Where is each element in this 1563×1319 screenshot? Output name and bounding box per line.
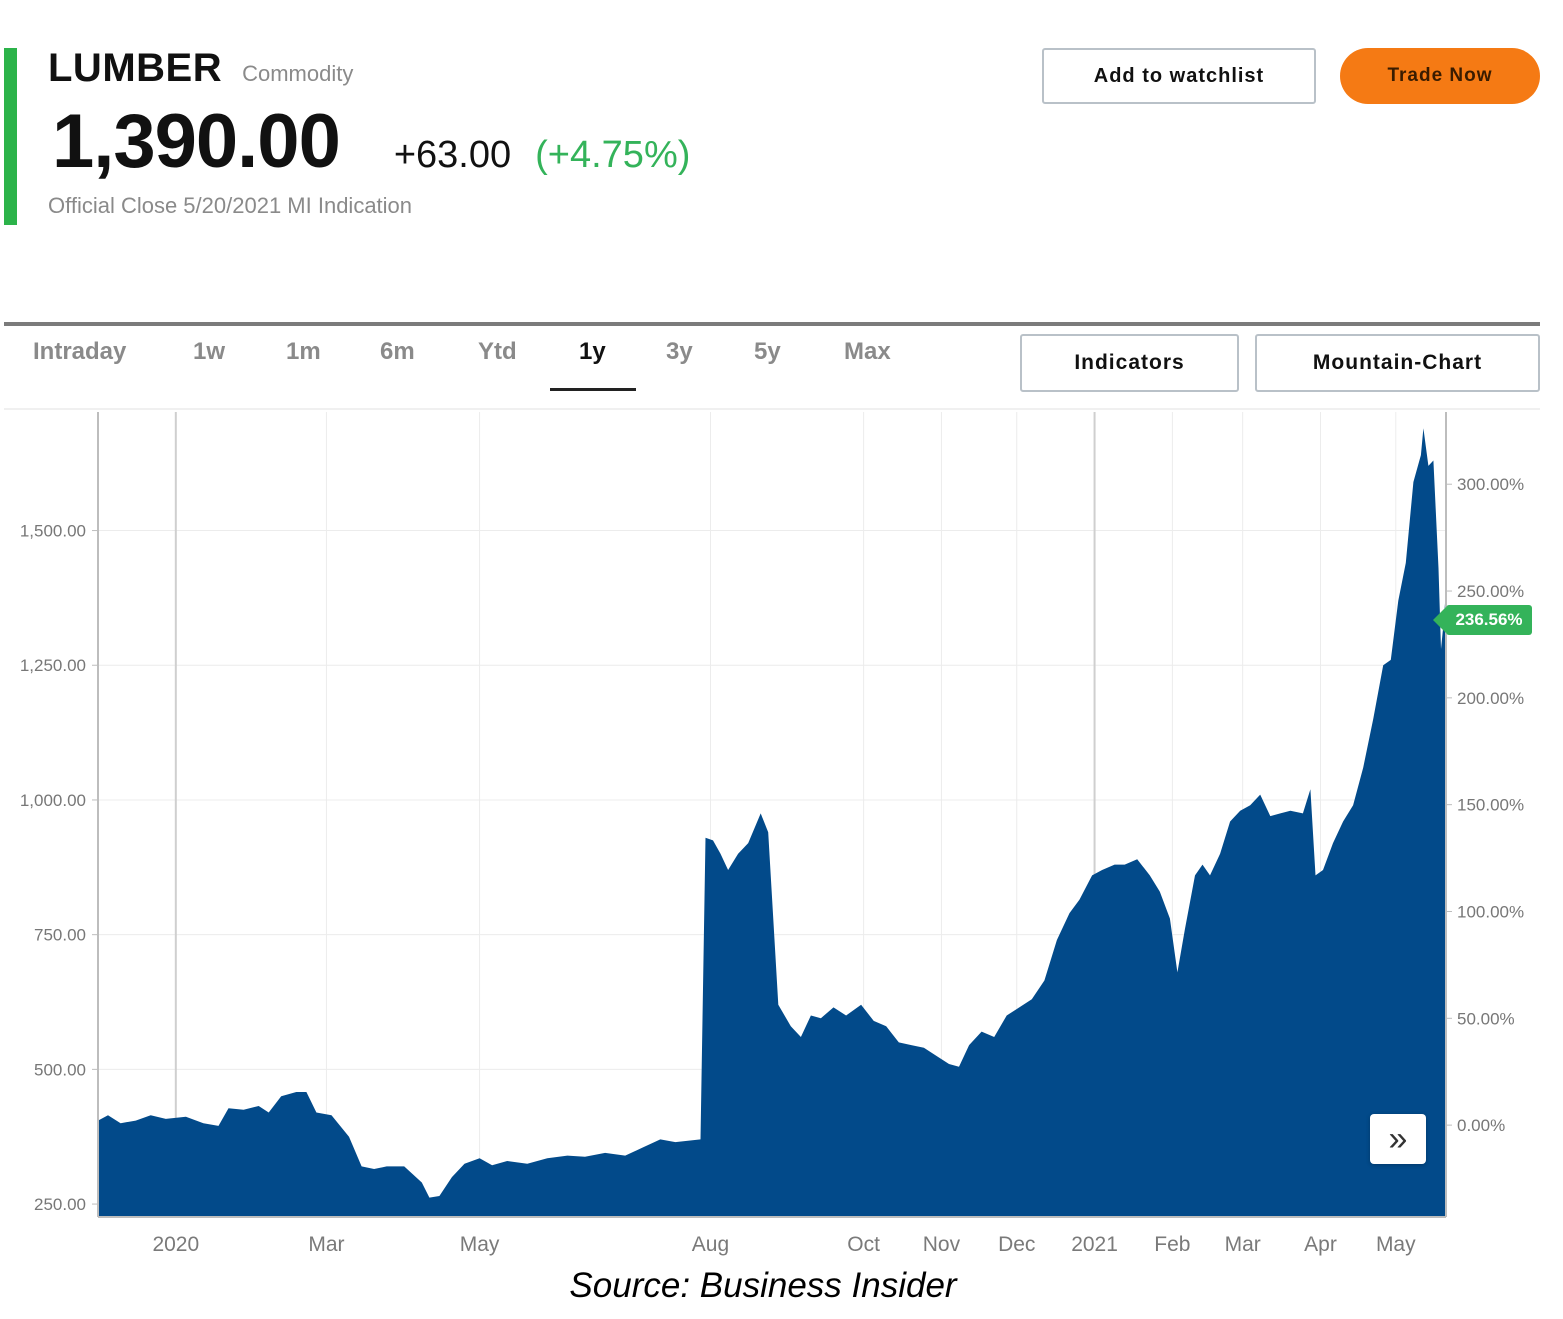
trade-now-button[interactable]: Trade Now <box>1340 48 1540 104</box>
price-change-pct: (+4.75%) <box>535 134 691 176</box>
x-tick-label: Feb <box>1154 1233 1190 1256</box>
left-y-tick-label: 1,250.00 <box>20 656 86 675</box>
left-y-tick-label: 750.00 <box>34 926 86 945</box>
active-tab-indicator <box>550 388 636 391</box>
x-tick-label: 2021 <box>1071 1233 1118 1256</box>
double-chevron-right-icon: » <box>1388 1119 1408 1158</box>
tab-1y[interactable]: 1y <box>579 338 606 365</box>
tab-3y[interactable]: 3y <box>666 338 693 365</box>
price-accent-bar <box>4 48 17 225</box>
add-to-watchlist-button[interactable]: Add to watchlist <box>1042 48 1316 104</box>
x-tick-label: Nov <box>923 1233 961 1256</box>
chart-top-divider <box>4 408 1540 410</box>
right-y-tick-label: 100.00% <box>1457 902 1524 921</box>
tab-intraday[interactable]: Intraday <box>33 338 127 365</box>
price-area-series <box>98 428 1446 1217</box>
indicators-button[interactable]: Indicators <box>1020 334 1239 392</box>
symbol: LUMBER <box>48 46 223 90</box>
left-y-ticks: 1,500.00 1,250.00 1,000.00 750.00 500.00 250.… <box>20 522 98 1214</box>
tab-ytd[interactable]: Ytd <box>478 338 517 365</box>
right-y-tick-label: 150.00% <box>1457 796 1524 815</box>
price-row: 1,390.00 +63.00 (+4.75%) <box>52 98 690 185</box>
chart-type-button[interactable]: Mountain-Chart <box>1255 334 1540 392</box>
tab-1m[interactable]: 1m <box>286 338 321 365</box>
tab-5y[interactable]: 5y <box>754 338 781 365</box>
current-value-badge: 236.56% <box>1433 604 1532 635</box>
tab-max[interactable]: Max <box>844 338 891 365</box>
left-y-tick-label: 250.00 <box>34 1195 86 1214</box>
instrument-title: LUMBER Commodity <box>48 46 353 91</box>
x-ticks: 2020 Mar May Aug Oct Nov Dec 2021 Feb Mar Apr May <box>152 1233 1416 1256</box>
x-tick-label: Mar <box>1225 1233 1261 1256</box>
scroll-right-button[interactable]: » <box>1370 1114 1426 1164</box>
toolbar-divider <box>4 322 1540 326</box>
range-tabs: Intraday 1w 1m 6m Ytd 1y 3y 5y Max <box>0 326 1000 396</box>
close-note: Official Close 5/20/2021 MI Indication <box>48 193 413 218</box>
left-y-tick-label: 1,000.00 <box>20 791 86 810</box>
right-y-tick-label: 300.00% <box>1457 475 1524 494</box>
left-y-tick-label: 500.00 <box>34 1060 86 1079</box>
right-y-tick-label: 250.00% <box>1457 582 1524 601</box>
chart-axes <box>97 412 1447 1218</box>
right-y-tick-label: 50.00% <box>1457 1009 1515 1028</box>
right-y-ticks: 300.00% 250.00% 200.00% 150.00% 100.00% 50.00… <box>1446 475 1524 1135</box>
right-y-tick-label: 0.00% <box>1457 1116 1505 1135</box>
x-tick-label: May <box>460 1233 500 1256</box>
tab-6m[interactable]: 6m <box>380 338 415 365</box>
asset-type: Commodity <box>242 61 354 86</box>
tab-1w[interactable]: 1w <box>193 338 226 365</box>
x-tick-label: 2020 <box>152 1233 199 1256</box>
last-price: 1,390.00 <box>52 99 341 184</box>
x-tick-label: Oct <box>847 1233 880 1256</box>
x-tick-label: May <box>1376 1233 1416 1256</box>
x-tick-label: Apr <box>1304 1233 1337 1256</box>
x-tick-label: Dec <box>998 1233 1035 1256</box>
x-tick-label: Mar <box>308 1233 344 1256</box>
right-y-tick-label: 200.00% <box>1457 689 1524 708</box>
left-y-tick-label: 1,500.00 <box>20 522 86 541</box>
price-change: +63.00 <box>393 134 512 176</box>
source-caption: Source: Business Insider <box>569 1266 957 1305</box>
x-tick-label: Aug <box>692 1233 729 1256</box>
